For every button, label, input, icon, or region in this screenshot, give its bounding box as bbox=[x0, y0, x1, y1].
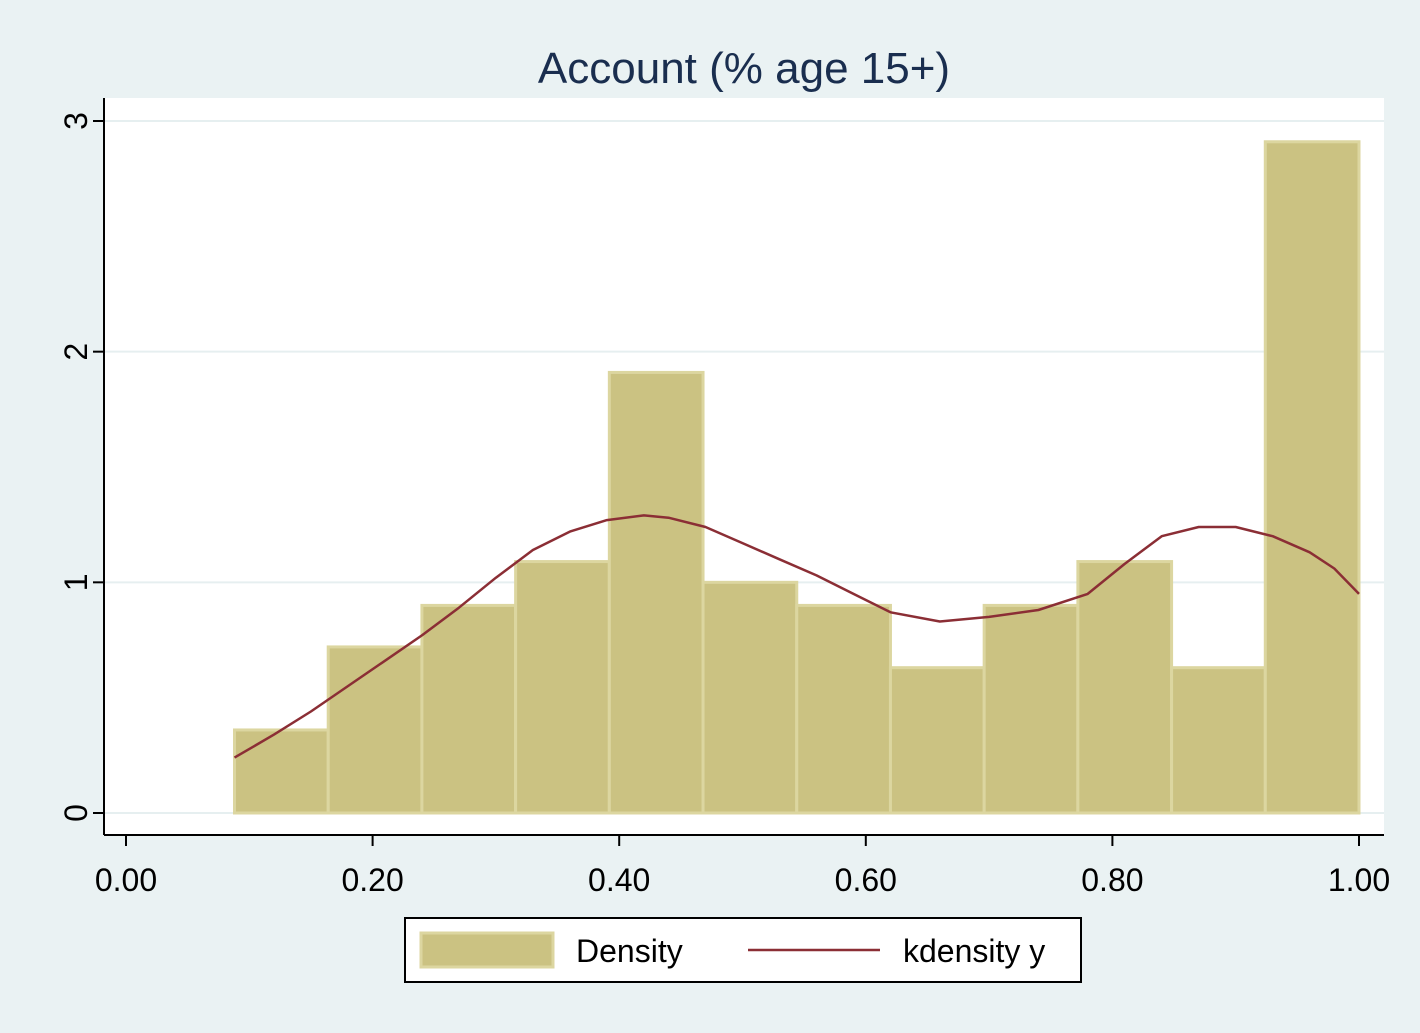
y-axis-ticks: 0 1 2 3 bbox=[58, 112, 104, 822]
x-tick-label-4: 0.80 bbox=[1081, 862, 1143, 898]
histogram-bar-2 bbox=[420, 603, 518, 815]
histogram-bar-9 bbox=[1076, 560, 1174, 815]
histogram-bar-4 bbox=[607, 370, 705, 815]
x-tick-label-0: 0.00 bbox=[95, 862, 157, 898]
histogram-bar-1 bbox=[326, 645, 424, 815]
legend: Density kdensity y bbox=[404, 917, 1082, 983]
histogram-bar-6 bbox=[795, 603, 892, 815]
legend-density-label: Density bbox=[576, 933, 683, 969]
y-tick-label-1: 1 bbox=[58, 573, 94, 591]
histogram-bars bbox=[233, 140, 1361, 815]
axes bbox=[103, 98, 1384, 836]
x-tick-label-5: 1.00 bbox=[1328, 862, 1390, 898]
chart-title: Account (% age 15+) bbox=[538, 44, 950, 93]
y-tick-label-3: 3 bbox=[58, 112, 94, 130]
x-axis-ticks: 0.00 0.20 0.40 0.60 0.80 1.00 bbox=[95, 835, 1390, 898]
legend-kdensity-label: kdensity y bbox=[903, 933, 1045, 969]
histogram-bar-10 bbox=[1170, 666, 1267, 815]
legend-density-swatch bbox=[419, 931, 555, 969]
kdensity-line bbox=[233, 514, 1360, 759]
x-tick-label-3: 0.60 bbox=[835, 862, 897, 898]
histogram-bar-3 bbox=[514, 560, 611, 815]
histogram-bar-0 bbox=[233, 728, 330, 815]
x-tick-label-1: 0.20 bbox=[341, 862, 403, 898]
y-tick-label-2: 2 bbox=[58, 343, 94, 361]
histogram-bar-8 bbox=[982, 603, 1080, 815]
y-tick-label-0: 0 bbox=[58, 804, 94, 822]
kdensity-line-group bbox=[233, 514, 1360, 759]
x-tick-label-2: 0.40 bbox=[588, 862, 650, 898]
histogram-bar-11 bbox=[1263, 140, 1361, 815]
histogram-bar-5 bbox=[701, 580, 799, 815]
histogram-bar-7 bbox=[888, 666, 986, 815]
